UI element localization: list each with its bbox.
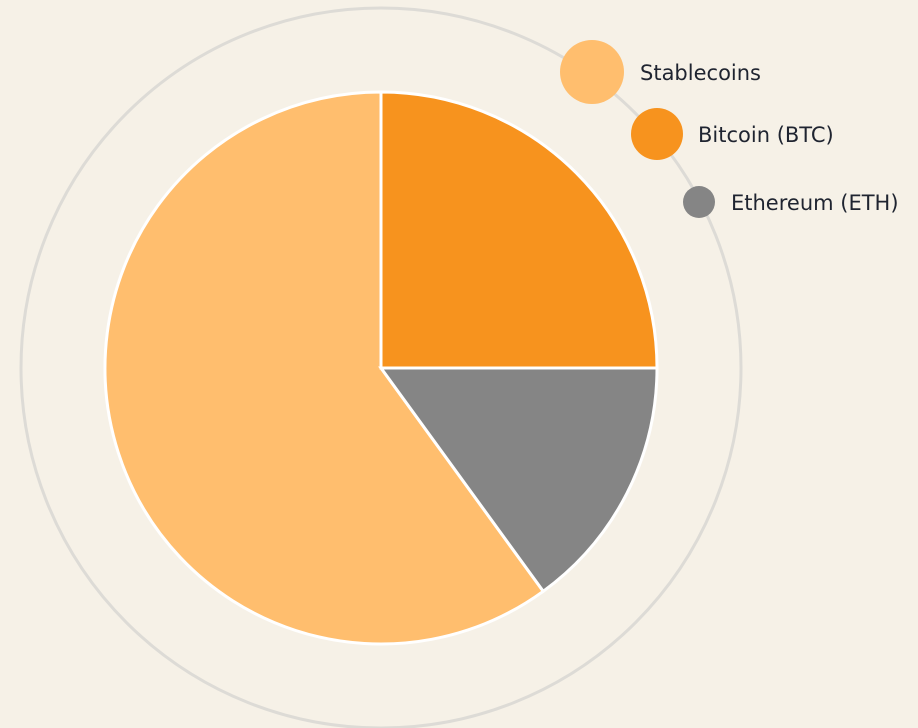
legend-swatch: [560, 40, 624, 104]
legend-swatch: [683, 186, 715, 218]
legend-label: Bitcoin (BTC): [698, 123, 834, 147]
legend-swatch: [631, 108, 683, 160]
outer-ring: [19, 6, 743, 728]
legend-label: Stablecoins: [640, 61, 761, 85]
pie-slice: [378, 366, 659, 594]
pie-slice: [379, 90, 659, 370]
pie-slice: [103, 90, 546, 646]
legend-label: Ethereum (ETH): [731, 191, 899, 215]
